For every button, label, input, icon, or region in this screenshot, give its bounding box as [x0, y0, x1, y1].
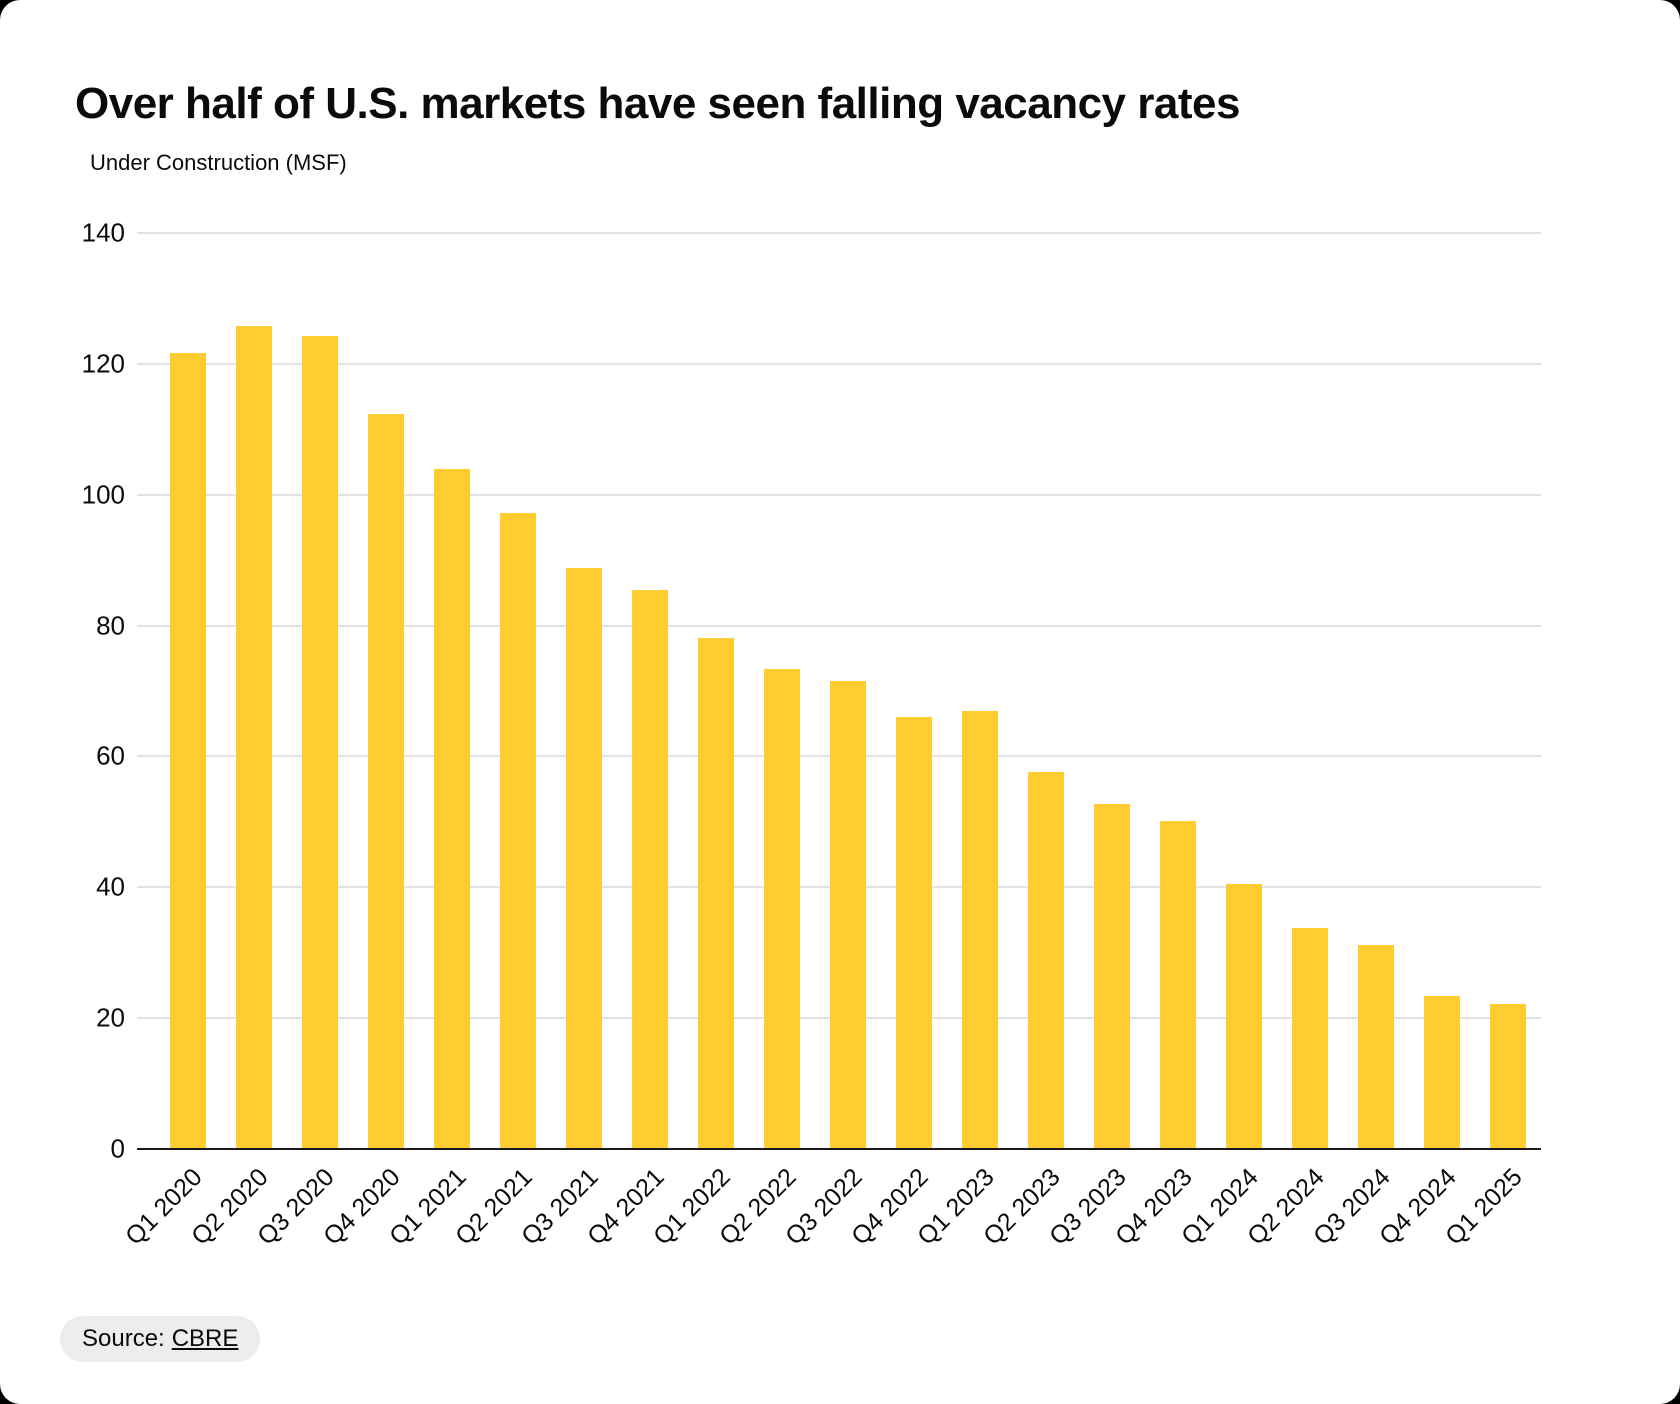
bar-q1-2024 — [1226, 884, 1262, 1149]
y-tick-label-60: 60 — [96, 740, 125, 771]
gridline-140 — [137, 232, 1541, 234]
bar-q2-2020 — [236, 325, 272, 1149]
y-tick-label-20: 20 — [96, 1002, 125, 1033]
bar-slot: Q2 2021 — [450, 233, 551, 1251]
bar-slot: Q1 2024 — [1176, 233, 1277, 1251]
bar-slot: Q3 2022 — [780, 233, 881, 1251]
bar-q1-2022 — [698, 638, 734, 1149]
bar-slot: Q4 2024 — [1374, 233, 1475, 1251]
source-link[interactable]: CBRE — [171, 1325, 239, 1352]
bar-q3-2022 — [830, 681, 866, 1149]
bar-slot: Q3 2020 — [252, 233, 353, 1251]
bar-slot: Q4 2022 — [846, 233, 947, 1251]
y-tick-label-120: 120 — [81, 348, 125, 379]
gridline-80 — [137, 624, 1541, 627]
bar-q2-2021 — [500, 513, 536, 1149]
bar-slot: Q1 2025 — [1440, 233, 1541, 1251]
y-tick-label-40: 40 — [96, 871, 125, 902]
bar-slot: Q2 2023 — [978, 233, 1079, 1251]
x-axis-line — [137, 1148, 1541, 1150]
bar-q4-2020 — [368, 413, 404, 1149]
bar-q2-2022 — [764, 668, 800, 1149]
y-tick-label-140: 140 — [81, 217, 125, 248]
bar-q4-2022 — [896, 717, 932, 1149]
bar-q2-2023 — [1028, 772, 1064, 1149]
bar-slot: Q1 2020 — [120, 233, 221, 1251]
bar-slot: Q1 2022 — [648, 233, 749, 1251]
bar-q3-2021 — [566, 568, 602, 1149]
source-label: Source: — [82, 1325, 165, 1352]
bars-layer: Q1 2020 Q2 2020 Q3 2020 Q4 2020 Q1 2021 Q2 20… — [120, 233, 1541, 1251]
bar-q3-2024 — [1358, 944, 1394, 1149]
gridline-100 — [137, 493, 1541, 496]
bar-slot: Q2 2020 — [186, 233, 287, 1251]
y-axis-unit-label: Under Construction (MSF) — [90, 150, 347, 175]
gridline-120 — [137, 362, 1541, 365]
bar-q1-2023 — [962, 711, 998, 1149]
bar-slot: Q3 2023 — [1044, 233, 1145, 1251]
bar-slot: Q4 2020 — [318, 233, 419, 1251]
bar-slot: Q2 2024 — [1242, 233, 1343, 1251]
bar-slot: Q1 2023 — [912, 233, 1013, 1251]
source-pill: Source: CBRE — [60, 1316, 261, 1362]
bar-q4-2021 — [632, 590, 668, 1149]
bar-q1-2021 — [434, 468, 470, 1149]
plot-area: 0 20 40 60 80 100 120 140 Q1 2020 Q2 2020 Q3 2020… — [82, 218, 1541, 1251]
y-tick-label-80: 80 — [96, 610, 125, 641]
bar-q3-2020 — [302, 336, 338, 1149]
bar-slot: Q4 2021 — [582, 233, 683, 1251]
chart-title: Over half of U.S. markets have seen fall… — [75, 79, 1240, 129]
bar-q4-2023 — [1160, 820, 1196, 1149]
bar-slot: Q2 2022 — [714, 233, 815, 1251]
bar-slot: Q3 2024 — [1308, 233, 1409, 1251]
bar-slot: Q1 2021 — [384, 233, 485, 1251]
bar-slot: Q4 2023 — [1110, 233, 1211, 1251]
bar-q3-2023 — [1094, 803, 1130, 1149]
bar-q4-2024 — [1424, 995, 1460, 1149]
bar-q1-2025 — [1490, 1004, 1526, 1149]
bar-slot: Q3 2021 — [516, 233, 617, 1251]
bar-q2-2024 — [1292, 927, 1328, 1149]
y-tick-label-0: 0 — [110, 1133, 125, 1164]
bar-q1-2020 — [170, 353, 206, 1149]
y-tick-label-100: 100 — [81, 479, 125, 510]
